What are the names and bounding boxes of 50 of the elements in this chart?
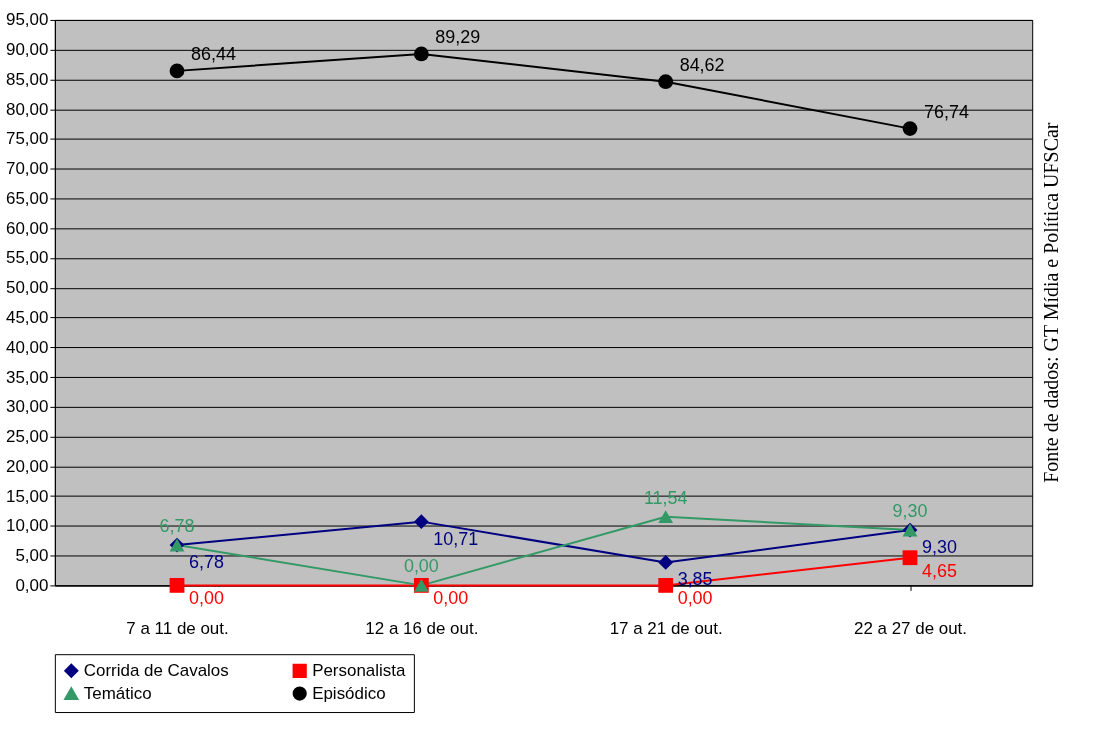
y-tick-label: 10,00 — [5, 516, 49, 536]
data-label: 0,00 — [403, 556, 439, 577]
y-tick-label: 20,00 — [5, 456, 49, 476]
data-label: 9,30 — [921, 536, 957, 557]
point — [658, 510, 674, 524]
y-tick-label: 25,00 — [5, 427, 49, 447]
legend-label: Personalista — [312, 660, 406, 680]
data-label: 10,71 — [433, 528, 479, 549]
y-tick-label: 95,00 — [5, 10, 49, 30]
point — [413, 46, 429, 62]
x-tick-label: 22 a 27 de out. — [854, 618, 968, 638]
point — [413, 514, 429, 530]
y-tick-label: 85,00 — [5, 69, 49, 89]
y-tick-label: 0,00 — [15, 575, 49, 595]
y-tick-label: 80,00 — [5, 99, 49, 119]
y-tick-label: 45,00 — [5, 308, 49, 328]
y-tick-label: 40,00 — [5, 337, 49, 357]
y-tick-label: 60,00 — [5, 218, 49, 238]
legend-label: Episódico — [312, 683, 386, 703]
y-tick-label: 55,00 — [5, 248, 49, 268]
x-tick-label: 7 a 11 de out. — [126, 618, 229, 638]
y-tick-label: 50,00 — [5, 278, 49, 298]
y-tick-label: 15,00 — [5, 486, 49, 506]
legend-label: Corrida de Cavalos — [83, 660, 229, 680]
point — [658, 555, 674, 570]
data-label: 6,78 — [188, 551, 224, 572]
y-tick-label: 75,00 — [5, 129, 49, 149]
point — [169, 577, 185, 593]
data-label: 4,65 — [921, 560, 957, 581]
y-tick-label: 35,00 — [5, 367, 49, 387]
data-label: 0,00 — [677, 588, 713, 609]
point — [902, 550, 918, 566]
data-label: 84,62 — [679, 54, 725, 75]
point — [658, 577, 674, 593]
y-tick-label: 65,00 — [5, 188, 49, 208]
data-label: 89,29 — [435, 26, 481, 47]
data-label: 9,30 — [892, 501, 928, 522]
y-tick-label: 90,00 — [5, 40, 49, 60]
y-tick-label: 30,00 — [5, 397, 49, 417]
source-note: Fonte de dados: GT Mídia e Política UFSCar — [1040, 122, 1063, 483]
y-tick-label: 70,00 — [5, 159, 49, 179]
legend-label: Temático — [83, 683, 152, 703]
point — [658, 74, 674, 90]
point — [169, 63, 185, 79]
point — [902, 121, 918, 136]
x-tick-label: 12 a 16 de out. — [365, 618, 479, 638]
y-tick-label: 5,00 — [15, 546, 49, 566]
data-label: 0,00 — [433, 588, 469, 609]
data-label: 0,00 — [188, 588, 224, 609]
x-tick-label: 17 a 21 de out. — [609, 618, 723, 638]
